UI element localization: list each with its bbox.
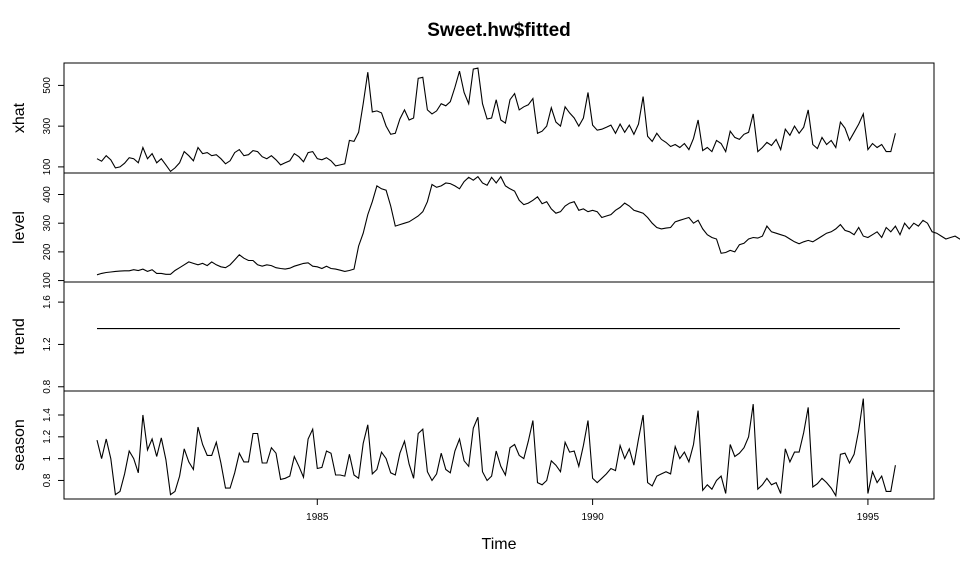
y-axis-label-xhat: xhat: [11, 102, 28, 133]
y-tick-label-season: 1.2: [42, 429, 53, 443]
series-line-level: [96, 175, 960, 276]
y-tick-label-season: 1: [42, 455, 53, 461]
y-tick-label-trend: 1.2: [42, 337, 53, 351]
x-tick-label: 1990: [581, 512, 604, 523]
panel-frame: [63, 390, 935, 500]
y-axis-label-level: level: [11, 211, 28, 244]
y-tick-label-level: 100: [42, 272, 53, 289]
y-tick-label-xhat: 500: [42, 77, 53, 94]
y-tick-label-trend: 0.8: [42, 379, 53, 393]
x-axis: 1985 1990 1995: [306, 499, 879, 523]
series-line-xhat: [96, 67, 896, 173]
x-tick-label: 1995: [857, 512, 880, 523]
x-axis-label: Time: [482, 536, 517, 553]
panel-xhat: 100 300 500 xhat: [11, 62, 935, 175]
panel-frame: [63, 172, 935, 283]
y-axis-label-trend: trend: [11, 318, 28, 354]
panel-frame: [63, 281, 935, 392]
series-line-season: [96, 398, 896, 498]
panels-group: 100 300 500 xhat 100 200 300 400 level 0.8 1.2 1.6 t…: [11, 62, 960, 500]
y-tick-label-xhat: 300: [42, 117, 53, 134]
panel-trend: 0.8 1.2 1.6 trend: [11, 281, 935, 394]
y-tick-label-season: 0.8: [42, 473, 53, 487]
x-tick-label: 1985: [306, 512, 329, 523]
panel-season: 0.8 1 1.2 1.4 season: [11, 390, 935, 500]
chart-title: Sweet.hw$fitted: [427, 20, 571, 41]
y-axis-label-season: season: [11, 419, 28, 471]
y-tick-label-season: 1.4: [42, 408, 53, 422]
y-tick-label-level: 200: [42, 243, 53, 260]
panel-level: 100 200 300 400 level: [11, 172, 960, 289]
y-tick-label-xhat: 100: [42, 158, 53, 175]
y-tick-label-level: 300: [42, 214, 53, 231]
y-tick-label-level: 400: [42, 186, 53, 203]
y-tick-label-trend: 1.6: [42, 295, 53, 309]
